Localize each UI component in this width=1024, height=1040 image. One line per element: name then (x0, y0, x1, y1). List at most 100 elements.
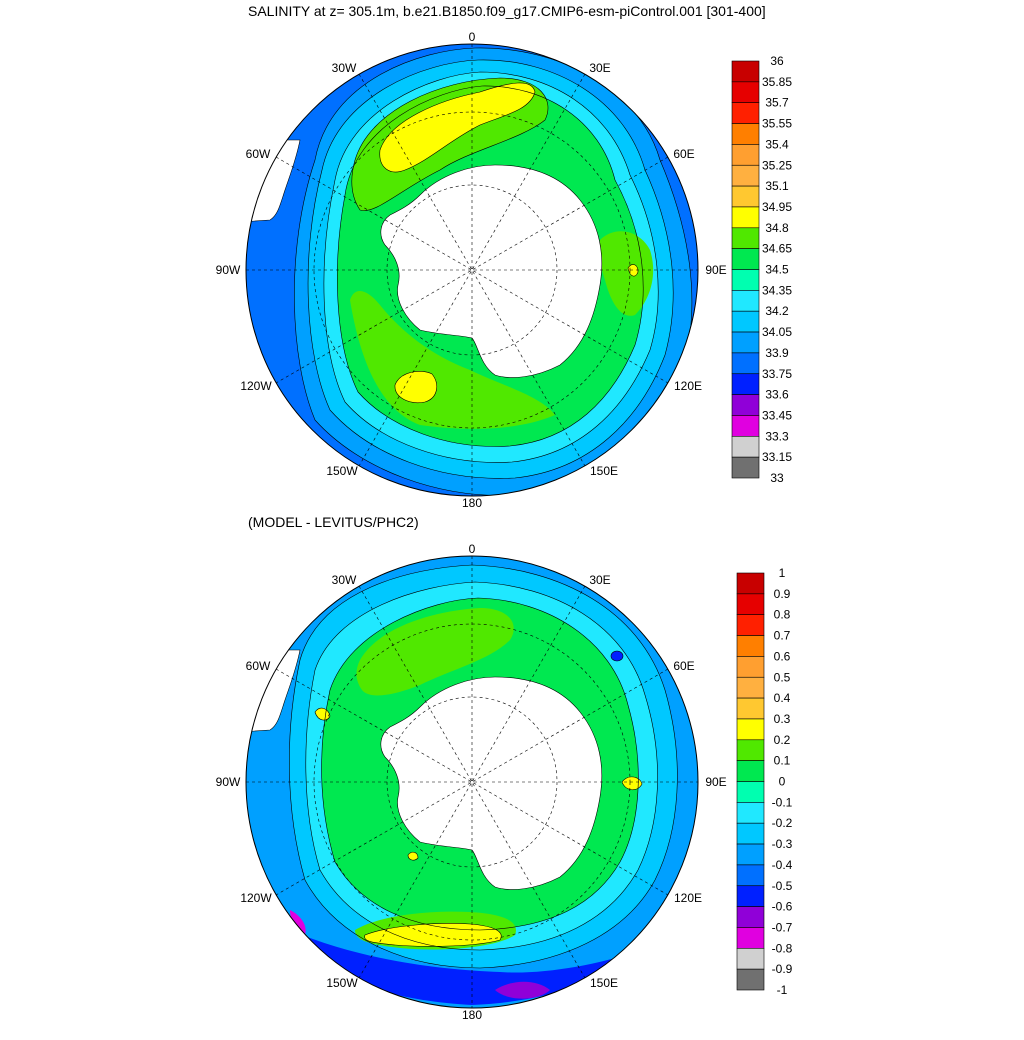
difference-colorbar-label-14: -0.4 (772, 858, 793, 872)
salinity-colorbar-label-3: 35.55 (762, 117, 792, 131)
lon-label-180-bottom: 180 (462, 1008, 482, 1022)
difference-colorbar-label-20: -1 (777, 983, 788, 997)
lon-label-150w: 150W (326, 464, 358, 478)
salinity-band-3465-c (599, 231, 654, 316)
difference-colorbar-label-16: -0.6 (772, 900, 793, 914)
difference-colorbar-label-8: 0.2 (774, 733, 791, 747)
salinity-colorbar-label-15: 33.75 (762, 367, 792, 381)
difference-colorbar-swatch-3 (736, 635, 765, 657)
difference-colorbar-label-12: -0.2 (772, 816, 793, 830)
salinity-colorbar-swatch-1 (731, 81, 760, 103)
salinity-colorbar-swatch-16 (731, 394, 760, 416)
bottom-panel-title: (MODEL - LEVITUS/PHC2) (248, 514, 419, 530)
difference-colorbar-label-1: 0.9 (774, 587, 791, 601)
salinity-colorbar-label-0: 36 (770, 54, 784, 68)
difference-colorbar-swatch-11 (736, 802, 765, 824)
lon-label-90e-bottom: 90E (705, 775, 726, 789)
difference-low-southwest-magenta (290, 910, 306, 935)
lon-label-30w: 30W (332, 61, 357, 75)
difference-colorbar: 1 0.9 0.8 0.7 0.6 0.5 0.4 0.3 0.2 0.1 0 -0.1 -0.2 -0.… (736, 566, 793, 997)
salinity-colorbar-label-1: 35.85 (762, 75, 792, 89)
lon-label-120e: 120E (674, 379, 702, 393)
lon-label-60w-bottom: 60W (246, 659, 271, 673)
salinity-max-ross (394, 371, 438, 403)
lon-label-150w-bottom: 150W (326, 976, 358, 990)
difference-band-01-north (356, 608, 514, 696)
difference-contours (289, 564, 678, 969)
salinity-colorbar-label-20: 33 (770, 471, 784, 485)
difference-colorbar-swatch-6 (736, 697, 765, 720)
salinity-colorbar-label-16: 33.6 (765, 388, 789, 402)
salinity-colorbar-label-18: 33.3 (765, 429, 789, 443)
salinity-colorbar-label-13: 34.05 (762, 325, 792, 339)
difference-colorbar-label-6: 0.4 (774, 691, 791, 705)
top-map-boundary (245, 43, 699, 497)
bottom-map-boundary (245, 555, 699, 1009)
difference-colorbar-label-13: -0.3 (772, 837, 793, 851)
difference-colorbar-label-18: -0.8 (772, 941, 793, 955)
salinity-colorbar-label-6: 35.1 (765, 179, 789, 193)
lon-label-60e-bottom: 60E (673, 659, 694, 673)
salinity-colorbar-label-10: 34.5 (765, 263, 789, 277)
difference-colorbar-label-3: 0.7 (774, 629, 791, 643)
difference-colorbar-label-17: -0.7 (772, 920, 793, 934)
difference-low-south-violet (495, 981, 550, 999)
antarctica-land (380, 164, 603, 378)
lon-label-150e: 150E (590, 464, 618, 478)
salinity-colorbar-swatch-17 (731, 415, 760, 437)
difference-colorbar-swatch-18 (736, 947, 765, 970)
difference-colorbar-label-5: 0.5 (774, 670, 791, 684)
lon-label-120w-bottom: 120W (240, 891, 272, 905)
lon-label-0: 0 (469, 30, 476, 44)
salinity-colorbar-swatch-12 (731, 310, 760, 333)
lon-label-180: 180 (462, 496, 482, 510)
salinity-colorbar-swatch-15 (731, 373, 760, 395)
salinity-colorbar-label-4: 35.4 (765, 137, 789, 151)
difference-colorbar-label-15: -0.5 (772, 879, 793, 893)
top-panel-title: SALINITY at z= 305.1m, b.e21.B1850.f09_g… (248, 3, 766, 19)
lon-label-0-bottom: 0 (469, 542, 476, 556)
difference-colorbar-swatch-17 (736, 927, 765, 949)
difference-colorbar-swatch-4 (736, 656, 765, 678)
lon-label-30e-bottom: 30E (589, 573, 610, 587)
salinity-colorbar-label-7: 34.95 (762, 200, 792, 214)
salinity-colorbar-label-17: 33.45 (762, 408, 792, 422)
salinity-colorbar: 36 35.85 35.7 35.55 35.4 35.25 35.1 34.95 34.8 34… (731, 54, 792, 485)
salinity-colorbar-swatch-18 (731, 435, 760, 458)
top-longitude-labels: 0 30E 60E 90E 120E 150E 180 150W 120W 90… (216, 30, 727, 510)
difference-low-spot (610, 650, 624, 662)
salinity-colorbar-label-19: 33.15 (762, 450, 792, 464)
difference-colorbar-swatch-9 (736, 760, 765, 782)
difference-colorbar-label-10: 0 (779, 775, 786, 789)
lon-label-90w-bottom: 90W (216, 775, 241, 789)
difference-colorbar-label-0: 1 (779, 566, 786, 580)
difference-colorbar-swatch-16 (736, 906, 765, 928)
salinity-colorbar-swatch-4 (731, 144, 760, 166)
salinity-colorbar-label-2: 35.7 (765, 96, 789, 110)
difference-colorbar-swatch-19 (736, 968, 765, 991)
bottom-graticule (246, 556, 698, 1008)
difference-colorbar-swatch-2 (736, 614, 765, 636)
bottom-longitude-labels: 0 30E 60E 90E 120E 150E 180 150W 120W 90… (216, 542, 727, 1022)
salinity-colorbar-swatch-13 (731, 331, 760, 354)
difference-low-south (290, 930, 640, 1005)
salinity-colorbar-label-12: 34.2 (765, 304, 789, 318)
salinity-colorbar-swatch-7 (731, 206, 760, 229)
difference-colorbar-label-9: 0.1 (774, 754, 791, 768)
difference-colorbar-label-4: 0.6 (774, 649, 791, 663)
salinity-colorbar-label-5: 35.25 (762, 158, 792, 172)
lon-label-150e-bottom: 150E (590, 976, 618, 990)
difference-colorbar-label-7: 0.3 (774, 712, 791, 726)
lon-label-120w: 120W (240, 379, 272, 393)
difference-colorbar-swatch-8 (736, 739, 765, 761)
difference-colorbar-swatch-0 (736, 572, 765, 595)
salinity-colorbar-swatch-19 (731, 456, 760, 479)
salinity-colorbar-swatch-2 (731, 102, 760, 124)
difference-colorbar-swatch-5 (736, 676, 765, 699)
difference-max-ross (407, 851, 419, 861)
difference-colorbar-swatch-10 (736, 781, 765, 803)
difference-max-south (364, 923, 502, 947)
salinity-colorbar-swatch-14 (731, 352, 760, 375)
salinity-colorbar-swatch-6 (731, 185, 760, 208)
difference-colorbar-swatch-15 (736, 885, 765, 907)
